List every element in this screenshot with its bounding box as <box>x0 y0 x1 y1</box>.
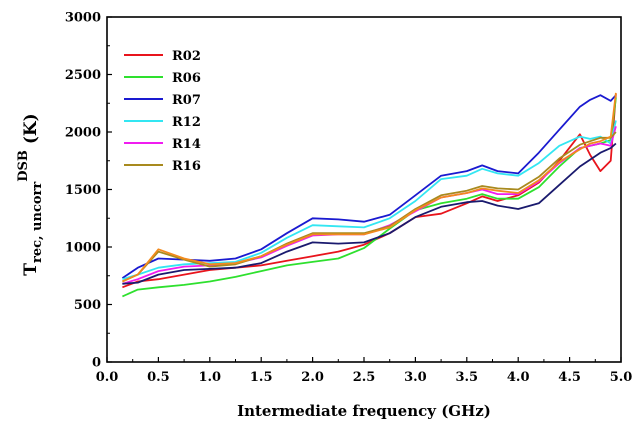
legend-label: R02 <box>172 49 201 64</box>
legend-item-r16: R16 <box>124 159 201 174</box>
legend-label: R16 <box>172 159 201 174</box>
legend-item-r14: R14 <box>124 137 201 152</box>
legend-label: R07 <box>172 93 201 108</box>
series-line-r07 <box>121 94 617 279</box>
x-tick-label: 2.5 <box>353 370 376 385</box>
x-tick-label: 3.5 <box>455 370 478 385</box>
y-axis-label-unit: (K) <box>21 113 41 150</box>
x-tick-label: 1.5 <box>250 370 273 385</box>
y-tick-label: 500 <box>74 298 101 313</box>
legend-label: R14 <box>172 137 201 152</box>
x-tick-label: 0.0 <box>96 370 119 385</box>
y-axis-label-sub: rec, uncorr <box>30 182 45 263</box>
y-tick-label: 1000 <box>65 241 101 256</box>
legend-item-r06: R06 <box>124 71 201 86</box>
x-tick-label: 0.5 <box>147 370 170 385</box>
series-line-r16 <box>122 131 617 283</box>
series-layer <box>121 92 617 298</box>
series-line-r14 <box>122 126 617 285</box>
series-line-unlabeled-7 <box>122 92 617 283</box>
x-tick-label: 4.5 <box>558 370 581 385</box>
x-axis-label: Intermediate frequency (GHz) <box>237 402 491 420</box>
x-tick-label: 2.0 <box>301 370 324 385</box>
y-tick-label: 2000 <box>65 126 101 141</box>
series-line-r12 <box>122 120 617 281</box>
x-tick-label: 4.0 <box>507 370 530 385</box>
series-line-unlabeled-6 <box>122 142 617 285</box>
legend: R02 R06 R07 R12 R14 R16 <box>124 49 201 174</box>
tick-layer: 0.0 0.5 1.0 1.5 2.0 2.5 3.0 3.5 4.0 4.5 5.0 0 500 100… <box>65 11 632 386</box>
y-tick-label: 2500 <box>65 68 101 83</box>
x-tick-label: 3.0 <box>404 370 427 385</box>
y-tick-label: 0 <box>92 356 101 371</box>
y-tick-label: 1500 <box>65 183 101 198</box>
y-axis-label-sup: DSB <box>16 150 31 182</box>
x-tick-label: 5.0 <box>610 370 632 385</box>
legend-item-r12: R12 <box>124 115 201 130</box>
legend-label: R06 <box>172 71 201 86</box>
y-axis-label-main: T <box>21 263 41 276</box>
y-tick-label: 3000 <box>65 11 101 26</box>
legend-label: R12 <box>172 115 201 130</box>
legend-item-r07: R07 <box>124 93 201 108</box>
plot-frame <box>106 16 622 363</box>
y-axis-label: Trec, uncorrDSB (K) <box>16 113 45 275</box>
legend-item-r02: R02 <box>124 49 201 64</box>
x-tick-label: 1.0 <box>198 370 221 385</box>
